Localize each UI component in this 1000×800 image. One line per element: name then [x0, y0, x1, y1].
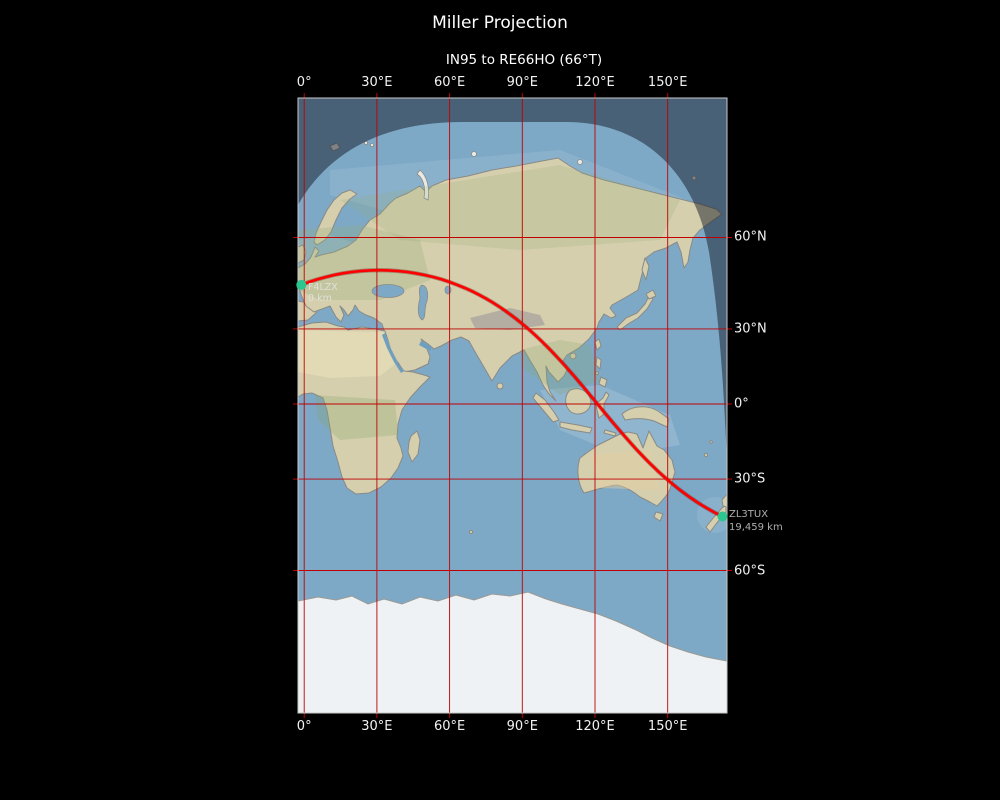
land-taiwan	[594, 338, 602, 351]
black-sea	[371, 284, 405, 298]
lon-tick-label-top: 30°E	[361, 75, 393, 90]
lon-tick-label-bottom: 0°	[296, 719, 312, 734]
land-borneo	[565, 388, 592, 415]
land-vanuatu	[709, 440, 713, 444]
red-sea	[382, 333, 404, 373]
lon-tick-label-bottom: 90°E	[506, 719, 538, 734]
land-sri-lanka	[496, 382, 504, 390]
night-terminator-shading	[298, 98, 727, 460]
land-kerguelen	[468, 529, 474, 535]
end-callsign: ZL3TUX	[729, 509, 769, 520]
land-eurasia	[298, 157, 723, 402]
lon-tick-label-bottom: 150°E	[647, 719, 688, 734]
route-layer	[299, 268, 725, 519]
lon-tick-label-top: 0°	[296, 75, 312, 90]
start-distance: 0 km	[308, 293, 332, 304]
land-sakhalin	[641, 257, 650, 281]
route-end-label: ZL3TUX 19,459 km	[729, 509, 783, 534]
land-australia	[577, 430, 676, 507]
lat-tick-label-right: 60°S	[734, 563, 766, 578]
land-new-caledonia	[703, 452, 709, 458]
start-callsign: F4LZX	[308, 282, 338, 293]
start-marker	[296, 279, 307, 290]
marker-layer	[296, 279, 728, 522]
land-luzon	[595, 356, 602, 370]
land-antarctica	[298, 591, 727, 713]
land-java	[559, 421, 593, 434]
lon-tick-label-top: 60°E	[433, 75, 466, 90]
lon-tick-label-bottom: 30°E	[361, 719, 393, 734]
route-start-label: F4LZX 0 km	[308, 282, 338, 304]
graticule-lines	[298, 98, 727, 713]
lat-tick-label-right: 0°	[734, 396, 749, 412]
end-marker	[717, 511, 728, 522]
land-visayas	[595, 371, 599, 375]
axis-tick-marks	[293, 93, 732, 718]
lon-tick-label-bottom: 120°E	[575, 719, 615, 734]
lon-tick-label-bottom: 60°E	[433, 719, 466, 734]
land-new-guinea	[621, 406, 670, 428]
basemap-layer	[298, 98, 727, 713]
land-madagascar	[407, 430, 421, 463]
land-mindanao	[598, 376, 608, 388]
land-nz-north-island	[721, 493, 727, 508]
persian-gulf	[419, 341, 432, 351]
lon-tick-label-top: 120°E	[575, 75, 615, 90]
great-circle-route-path	[300, 268, 724, 518]
figure-title: Miller Projection	[432, 13, 568, 33]
land-scandinavia	[313, 189, 358, 246]
lon-tick-label-top: 150°E	[647, 75, 688, 90]
end-distance: 19,459 km	[729, 521, 783, 533]
land-hainan	[569, 352, 577, 360]
lat-tick-label-right: 30°S	[734, 471, 766, 487]
land-tasmania	[653, 511, 664, 522]
land-japan	[616, 295, 654, 331]
inland-seas	[371, 284, 452, 373]
lat-tick-label-right: 60°N	[734, 229, 767, 245]
aral-sea	[444, 285, 452, 295]
caspian-sea	[417, 284, 429, 321]
land-hokkaido	[645, 289, 657, 300]
map-frame	[297, 97, 728, 714]
land-sumatra	[532, 392, 560, 423]
lon-tick-label-top: 90°E	[506, 75, 538, 90]
lat-tick-label-right: 30°N	[734, 321, 767, 337]
figure-subtitle: IN95 to RE66HO (66°T)	[445, 52, 603, 68]
arctic-islands	[329, 140, 697, 201]
